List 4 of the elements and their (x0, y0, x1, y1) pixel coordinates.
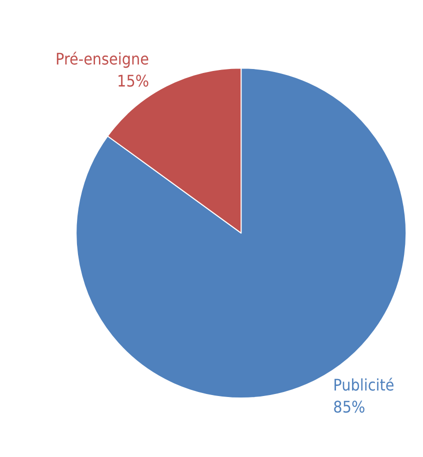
slice-label: Pré-enseigne (56, 50, 150, 69)
slice-label: Publicité (333, 376, 394, 395)
data-label: 15% (117, 72, 150, 91)
data-label: 85% (333, 398, 366, 417)
